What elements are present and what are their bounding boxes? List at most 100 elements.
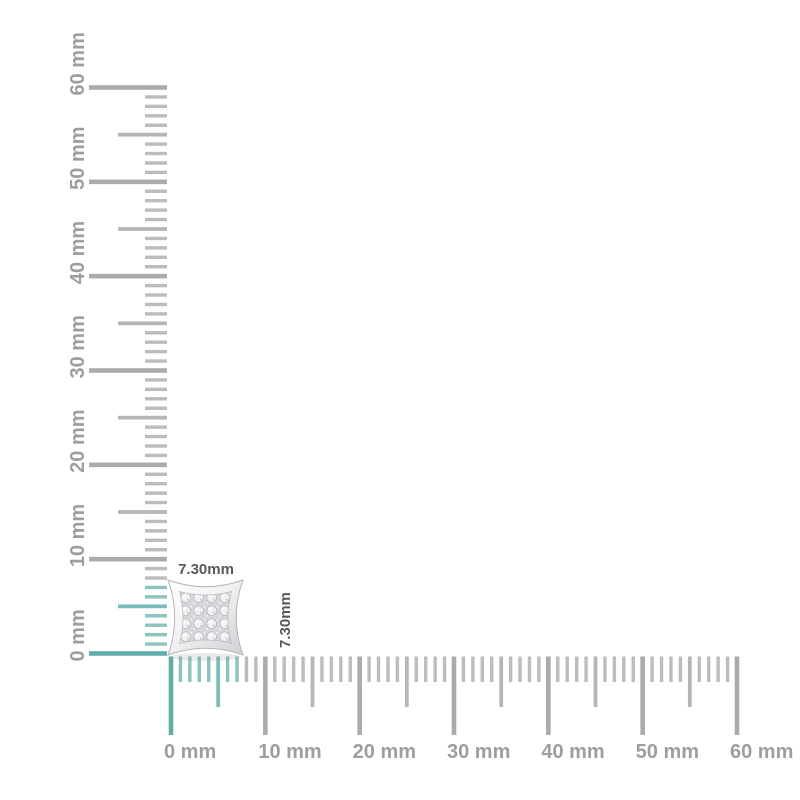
h-tick-20mm bbox=[357, 656, 362, 735]
h-tick-47mm bbox=[612, 656, 617, 682]
earring-shadow bbox=[170, 653, 241, 661]
v-tick-53mm bbox=[145, 151, 167, 156]
v-tick-56mm bbox=[145, 123, 167, 127]
h-tick-12mm bbox=[282, 656, 286, 682]
h-tick-32mm bbox=[471, 656, 475, 682]
horizontal-ruler bbox=[168, 656, 740, 735]
v-tick-46mm bbox=[145, 217, 167, 222]
height-dimension-label: 7.30mm bbox=[277, 592, 294, 648]
h-tick-0mm bbox=[168, 656, 174, 735]
v-tick-44mm bbox=[145, 236, 167, 241]
h-tick-52mm bbox=[659, 656, 664, 682]
v-tick-42mm bbox=[145, 255, 167, 260]
h-tick-15mm bbox=[310, 656, 315, 707]
h-tick-59mm bbox=[725, 656, 730, 682]
h-tick-23mm bbox=[386, 656, 390, 682]
v-tick-15mm bbox=[118, 510, 167, 514]
v-tick-11mm bbox=[145, 548, 167, 552]
v-tick-17mm bbox=[145, 491, 167, 495]
h-tick-45mm bbox=[593, 656, 598, 707]
v-tick-40mm bbox=[89, 273, 167, 279]
v-tick-54mm bbox=[145, 142, 167, 146]
v-tick-2mm bbox=[145, 632, 167, 637]
h-tick-46mm bbox=[603, 656, 607, 682]
v-tick-35mm bbox=[118, 321, 167, 326]
v-tick-33mm bbox=[145, 340, 167, 344]
h-tick-17mm bbox=[329, 656, 334, 682]
v-tick-58mm bbox=[145, 104, 167, 109]
v-tick-27mm bbox=[145, 397, 167, 401]
h-tick-11mm bbox=[273, 656, 277, 682]
v-ruler-label-10mm: 10 mm bbox=[67, 504, 89, 567]
v-tick-0mm bbox=[89, 651, 167, 656]
v-tick-34mm bbox=[145, 331, 167, 335]
h-tick-19mm bbox=[348, 656, 352, 682]
h-tick-18mm bbox=[339, 656, 343, 682]
v-tick-21mm bbox=[145, 453, 167, 458]
v-tick-13mm bbox=[145, 529, 167, 533]
h-tick-28mm bbox=[433, 656, 437, 682]
h-ruler-label-30mm: 30 mm bbox=[447, 741, 510, 763]
h-tick-39mm bbox=[537, 656, 541, 682]
v-tick-20mm bbox=[89, 462, 167, 468]
v-tick-1mm bbox=[145, 642, 167, 646]
h-tick-16mm bbox=[320, 656, 324, 682]
h-tick-34mm bbox=[490, 656, 494, 682]
h-tick-44mm bbox=[584, 656, 588, 682]
h-ruler-label-40mm: 40 mm bbox=[541, 741, 604, 763]
h-tick-40mm bbox=[546, 656, 551, 735]
h-tick-57mm bbox=[706, 656, 711, 682]
v-tick-28mm bbox=[145, 387, 167, 392]
h-tick-37mm bbox=[518, 656, 522, 682]
v-tick-57mm bbox=[145, 114, 167, 118]
h-tick-60mm bbox=[734, 656, 740, 735]
v-tick-55mm bbox=[118, 132, 167, 137]
v-tick-12mm bbox=[145, 538, 167, 543]
v-ruler-label-30mm: 30 mm bbox=[67, 315, 89, 378]
v-tick-22mm bbox=[145, 444, 167, 448]
v-tick-14mm bbox=[145, 519, 167, 524]
h-tick-33mm bbox=[480, 656, 484, 682]
h-tick-13mm bbox=[291, 656, 296, 682]
h-tick-43mm bbox=[574, 656, 579, 682]
horizontal-ruler-labels: 0 mm 10 mm 20 mm 30 mm 40 mm 50 mm 60 mm bbox=[164, 741, 793, 763]
h-tick-4mm bbox=[207, 656, 211, 682]
v-tick-4mm bbox=[145, 614, 167, 618]
h-tick-26mm bbox=[414, 656, 418, 682]
v-tick-26mm bbox=[145, 406, 167, 410]
v-tick-6mm bbox=[145, 595, 167, 599]
v-tick-3mm bbox=[145, 623, 167, 627]
v-tick-25mm bbox=[118, 415, 167, 420]
v-tick-51mm bbox=[145, 170, 167, 175]
v-tick-23mm bbox=[145, 434, 167, 439]
v-tick-19mm bbox=[145, 472, 167, 476]
h-ruler-label-60mm: 60 mm bbox=[730, 741, 793, 763]
v-tick-31mm bbox=[145, 359, 167, 363]
v-tick-9mm bbox=[145, 566, 167, 571]
v-ruler-label-40mm: 40 mm bbox=[67, 221, 89, 284]
v-tick-52mm bbox=[145, 161, 167, 165]
v-tick-50mm bbox=[89, 179, 167, 185]
v-tick-30mm bbox=[89, 368, 167, 373]
h-tick-2mm bbox=[188, 656, 192, 682]
v-tick-41mm bbox=[145, 265, 167, 269]
v-tick-47mm bbox=[145, 208, 167, 212]
earring-image bbox=[167, 579, 244, 661]
v-tick-10mm bbox=[89, 556, 167, 562]
h-tick-25mm bbox=[404, 656, 409, 707]
v-tick-43mm bbox=[145, 246, 167, 250]
v-tick-24mm bbox=[145, 425, 167, 429]
h-tick-38mm bbox=[527, 656, 532, 682]
h-ruler-label-0mm: 0 mm bbox=[164, 741, 216, 763]
h-tick-21mm bbox=[367, 656, 371, 682]
v-tick-32mm bbox=[145, 349, 167, 354]
v-tick-38mm bbox=[145, 293, 167, 297]
h-tick-7mm bbox=[235, 656, 239, 682]
h-tick-1mm bbox=[178, 656, 183, 682]
h-tick-54mm bbox=[678, 656, 683, 682]
vertical-ruler-labels: 0 mm 10 mm 20 mm 30 mm 40 mm 50 mm 60 mm bbox=[67, 32, 89, 661]
h-tick-55mm bbox=[687, 656, 692, 707]
h-tick-8mm bbox=[244, 656, 249, 682]
